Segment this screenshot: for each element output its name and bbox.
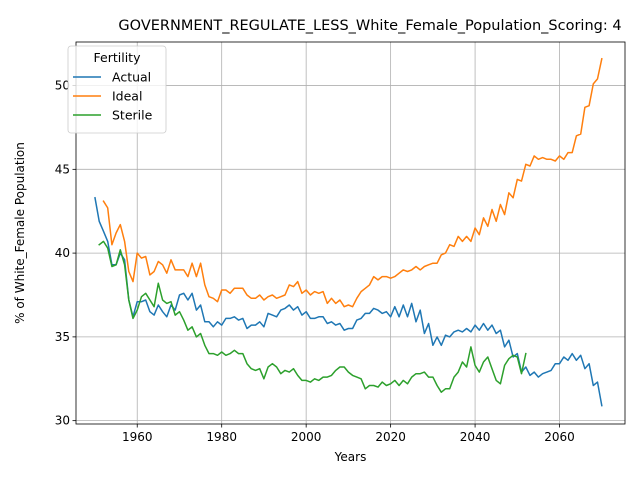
gridlines bbox=[76, 42, 625, 424]
plot-area-frame bbox=[75, 41, 626, 425]
x-tick-label: 2040 bbox=[460, 430, 491, 444]
y-axis-title: % of White_Female Population bbox=[13, 142, 27, 324]
x-tick-label: 2000 bbox=[291, 430, 322, 444]
y-tick-label: 45 bbox=[55, 162, 70, 176]
legend-label-actual: Actual bbox=[112, 70, 151, 85]
legend-label-ideal: Ideal bbox=[112, 89, 142, 104]
series-lines bbox=[94, 57, 603, 407]
legend: Fertility Actual Ideal Sterile bbox=[67, 45, 167, 134]
legend-box bbox=[67, 45, 167, 134]
legend-label-sterile: Sterile bbox=[112, 108, 153, 123]
y-tick-label: 50 bbox=[55, 79, 70, 93]
x-tick-label: 2020 bbox=[375, 430, 406, 444]
legend-items: Actual Ideal Sterile bbox=[73, 70, 153, 123]
y-tick-label: 40 bbox=[55, 246, 70, 260]
axis-ticks: 1960 1980 2000 2020 2040 2060 30 35 40 45 50 bbox=[55, 79, 575, 444]
chart-title: GOVERNMENT_REGULATE_LESS_White_Female_Po… bbox=[118, 18, 621, 34]
x-axis-title: Years bbox=[334, 450, 367, 464]
series-line-sterile bbox=[98, 240, 527, 393]
x-tick-label: 1960 bbox=[122, 430, 153, 444]
x-tick-label: 1980 bbox=[206, 430, 237, 444]
series-line-ideal bbox=[102, 57, 603, 308]
legend-title: Fertility bbox=[94, 50, 142, 65]
y-tick-label: 30 bbox=[55, 414, 70, 428]
y-tick-label: 35 bbox=[55, 330, 70, 344]
series-line-actual bbox=[94, 196, 603, 407]
x-tick-label: 2060 bbox=[544, 430, 575, 444]
